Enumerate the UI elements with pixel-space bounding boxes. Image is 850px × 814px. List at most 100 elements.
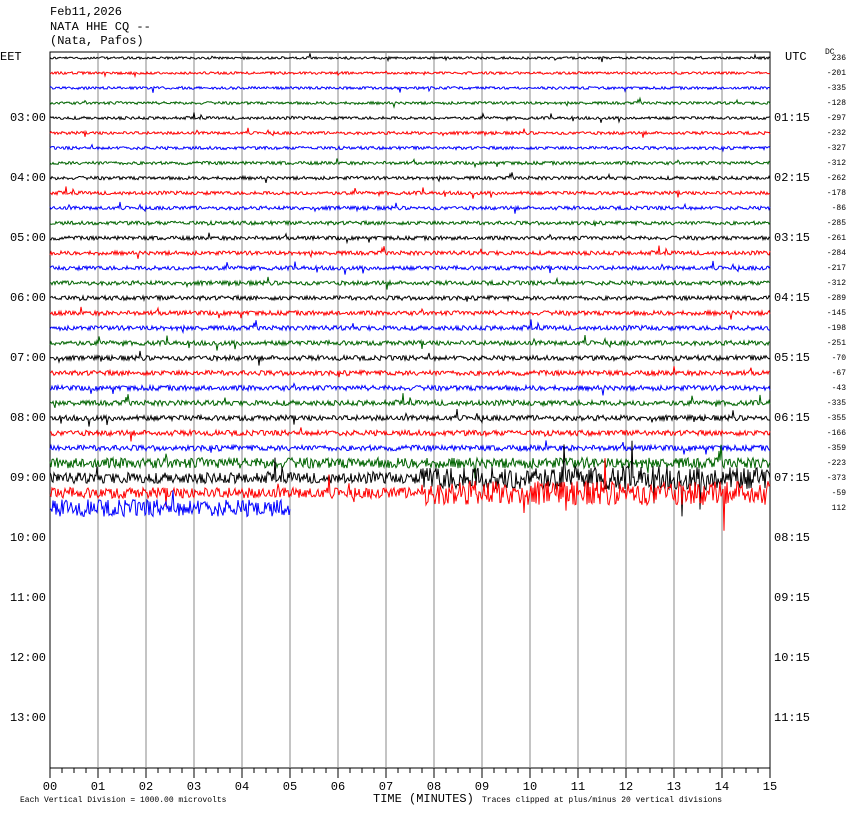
x-tick-label: 07 [379,780,393,794]
dc-value: -289 [827,294,846,303]
x-tick-label: 08 [427,780,441,794]
eet-label: 04:00 [10,171,46,185]
dc-value: -297 [827,114,846,123]
location: (Nata, Pafos) [50,34,144,48]
x-tick-label: 13 [667,780,681,794]
trace [49,219,771,227]
x-tick-label: 10 [523,780,537,794]
dc-value: -335 [827,84,846,93]
dc-value: 236 [832,54,847,63]
dc-value: -251 [827,339,846,348]
utc-label: 01:15 [774,111,810,125]
dc-value: -198 [827,324,846,333]
dc-value: -261 [827,234,846,243]
eet-label: 05:00 [10,231,46,245]
date: Feb11,2026 [50,5,122,19]
utc-label: 09:15 [774,591,810,605]
trace [49,490,291,518]
utc-label: 02:15 [774,171,810,185]
x-tick-label: 12 [619,780,633,794]
trace [49,201,771,214]
x-tick-label: 11 [571,780,585,794]
dc-value: -145 [827,309,846,318]
trace [49,232,771,245]
dc-value: -223 [827,459,846,468]
dc-value: -217 [827,264,846,273]
trace [49,186,771,199]
trace [49,112,771,124]
trace [49,53,771,63]
utc-label: 04:15 [774,291,810,305]
x-tick-label: 05 [283,780,297,794]
eet-label: 12:00 [10,651,46,665]
utc-label: 05:15 [774,351,810,365]
trace [49,393,771,408]
x-tick-label: 03 [187,780,201,794]
utc-label: 11:15 [774,711,810,725]
eet-label: 09:00 [10,471,46,485]
x-tick-label: 00 [43,780,57,794]
trace [49,350,771,366]
trace [49,172,771,184]
station: NATA HHE CQ -- [50,20,151,34]
right-axis-label: UTC [785,50,807,64]
dc-value: -327 [827,144,846,153]
scale-note: Each Vertical Division = 1000.00 microvo… [20,796,227,805]
dc-value: -86 [832,204,847,213]
trace [49,440,771,517]
trace [49,294,771,303]
eet-label: 07:00 [10,351,46,365]
dc-value: -166 [827,429,846,438]
trace [49,382,771,396]
dc-value: -201 [827,69,846,78]
trace [49,245,771,259]
dc-value: -312 [827,159,846,168]
dc-value: -59 [832,489,847,498]
x-tick-label: 15 [763,780,777,794]
trace [49,85,771,93]
utc-label: 07:15 [774,471,810,485]
trace [49,96,771,109]
dc-value: -70 [832,354,847,363]
utc-label: 08:15 [774,531,810,545]
trace [49,143,771,153]
x-tick-label: 14 [715,780,729,794]
dc-value: -178 [827,189,846,198]
plot-frame [49,51,771,769]
dc-value: -284 [827,249,846,258]
dc-value: -67 [832,369,847,378]
eet-label: 08:00 [10,411,46,425]
dc-value: -312 [827,279,846,288]
trace [49,306,771,320]
eet-label: 03:00 [10,111,46,125]
eet-label: 13:00 [10,711,46,725]
eet-label: 06:00 [10,291,46,305]
dc-value: -285 [827,219,846,228]
x-tick-label: 04 [235,780,249,794]
trace [49,319,771,335]
trace [49,440,771,455]
dc-value: -335 [827,399,846,408]
x-tick-label: 09 [475,780,489,794]
trace [49,260,771,275]
dc-value: -355 [827,414,846,423]
dc-value: -232 [827,129,846,138]
x-tick-label: 01 [91,780,105,794]
trace [49,408,771,427]
trace [49,158,771,169]
trace [49,458,771,531]
left-axis-label: EET [0,50,22,64]
dc-value: 112 [832,504,847,513]
utc-label: 10:15 [774,651,810,665]
dc-value: -128 [827,99,846,108]
clip-note: Traces clipped at plus/minus 20 vertical… [482,796,722,805]
utc-label: 03:15 [774,231,810,245]
x-axis-label: TIME (MINUTES) [373,792,474,806]
dc-value: -373 [827,474,846,483]
trace [49,366,771,378]
trace [49,70,771,79]
x-tick-label: 06 [331,780,345,794]
eet-label: 10:00 [10,531,46,545]
trace [49,427,771,442]
